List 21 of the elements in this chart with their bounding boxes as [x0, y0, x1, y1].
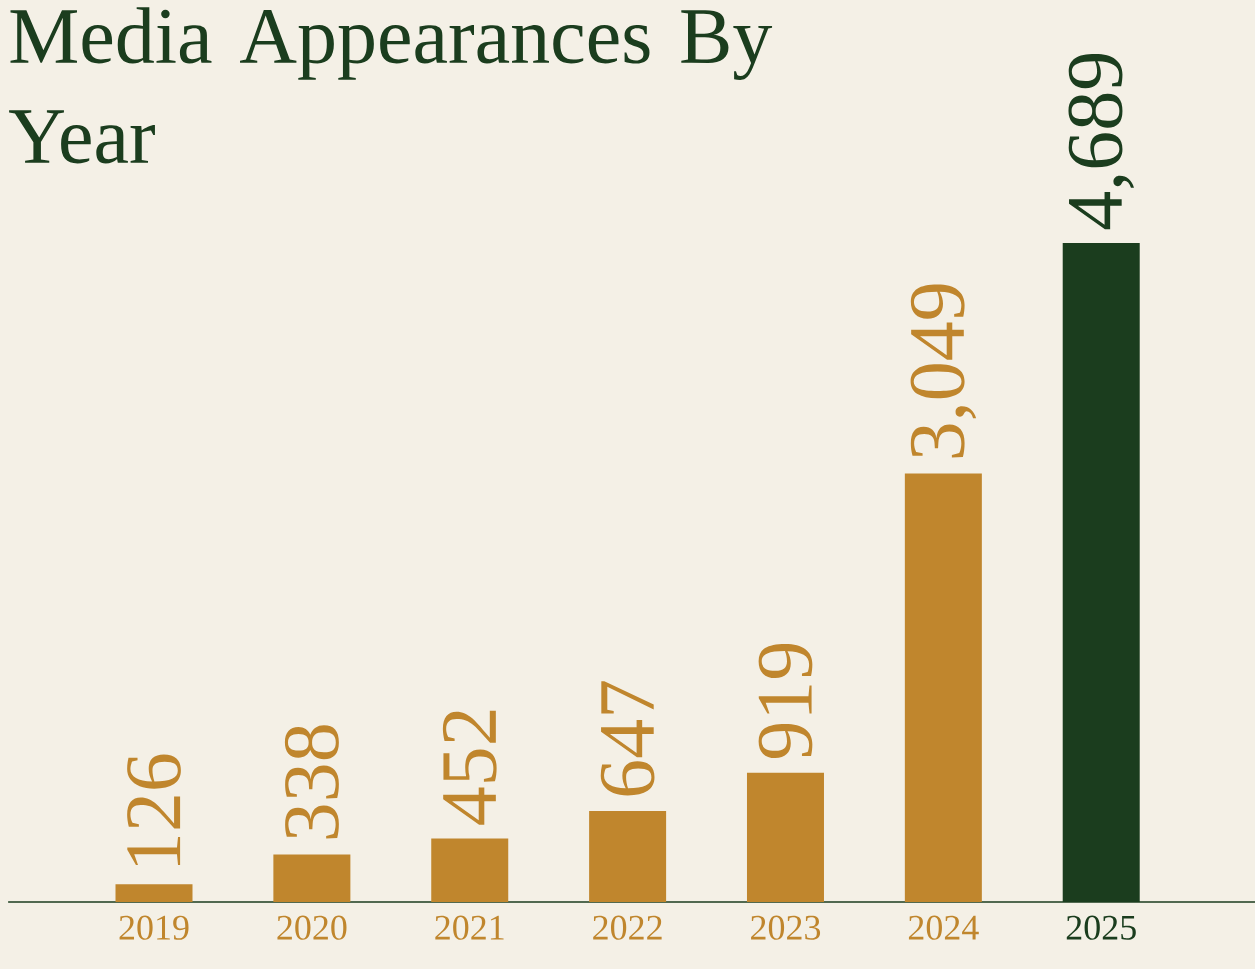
bar: [746, 772, 824, 902]
data-label: 647: [600, 681, 655, 796]
x-tick-label: 2019: [119, 915, 189, 940]
x-tick-label: 2025: [1066, 915, 1136, 940]
data-label: 126: [127, 754, 181, 866]
x-tick-label: 2024: [908, 915, 979, 940]
bar: [115, 884, 193, 902]
x-tick-label: 2021: [435, 915, 504, 940]
x-tick-label: 2020: [277, 915, 347, 940]
x-tick-label: 2023: [751, 915, 821, 940]
data-label: 4,689: [1068, 54, 1134, 230]
bar: [589, 811, 667, 902]
x-tick-label: 2022: [593, 915, 662, 940]
data-label: 919: [758, 643, 813, 759]
data-label: 452: [442, 710, 497, 825]
chart-title: Media Appearances By Year: [9, 7, 773, 164]
data-label: 338: [284, 725, 339, 839]
bar: [273, 854, 351, 902]
data-label: 3,049: [910, 284, 977, 458]
bar: [904, 473, 982, 902]
bar: [431, 838, 509, 902]
